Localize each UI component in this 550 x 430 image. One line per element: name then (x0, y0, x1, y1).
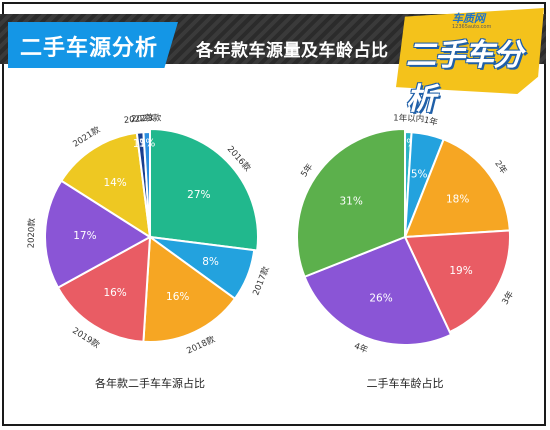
pie-pct-label-vehicle-age-5: 31% (339, 195, 362, 207)
pie-category-label-vehicle-age-1: 1年 (423, 114, 439, 128)
pie-pct-label-model-year-0: 27% (187, 189, 210, 201)
pie-slice-model-year-4 (44, 179, 152, 289)
pie-pct-label-model-year-1: 8% (202, 256, 219, 268)
pie-pct-label-vehicle-age-4: 26% (369, 293, 392, 305)
pie-pct-label-model-year-2: 16% (166, 291, 189, 303)
pie-slice-vehicle-age-4 (303, 235, 453, 346)
pie-pct-label-model-year-3: 16% (103, 287, 126, 299)
pie-slice-model-year-0 (149, 127, 259, 252)
pie-category-label-model-year-1: 2017款 (250, 264, 272, 297)
pie-pct-label-model-year-4: 17% (73, 230, 96, 242)
pie-category-label-model-year-4: 2020款 (26, 218, 38, 249)
pie-category-label-model-year-6: 2022款 (123, 112, 155, 126)
logo-text: 二手车分析 (406, 38, 523, 117)
pie-category-label-vehicle-age-5: 5年 (299, 161, 316, 179)
pie-slice-vehicle-age-3 (403, 229, 511, 334)
page-title: 二手车源分析 (20, 36, 159, 61)
page-subtitle: 各年款车源量及车龄占比 (196, 41, 389, 61)
pie-chart-model-year: 27%2016款8%2017款16%2018款16%2019款17%2020款1… (26, 112, 272, 356)
pie-category-label-vehicle-age-0: 1年以内 (393, 113, 424, 125)
pie-category-label-model-year-3: 2019款 (70, 325, 102, 351)
header-title-panel (8, 22, 178, 68)
logo-url: 12365auto.com (452, 24, 492, 30)
pie-pct-label-model-year-7: 1% (139, 138, 156, 150)
pie-category-label-vehicle-age-2: 2年 (492, 158, 509, 176)
pie-pct-label-vehicle-age-3: 19% (449, 265, 472, 277)
pie-slice-model-year-2 (142, 235, 237, 343)
pie-pct-label-vehicle-age-1: 5% (411, 168, 428, 180)
chart-title-vehicle-age: 二手车车龄占比 (367, 376, 444, 390)
pie-category-label-model-year-7: 2023款 (131, 113, 162, 125)
pie-pct-label-vehicle-age-2: 18% (446, 194, 469, 206)
pie-category-label-vehicle-age-3: 3年 (500, 289, 517, 307)
logo-site-name: 车质网 (452, 12, 485, 25)
pie-slice-model-year-7 (142, 130, 151, 238)
pie-category-label-vehicle-age-4: 4年 (353, 340, 370, 356)
pie-slice-vehicle-age-5 (296, 127, 406, 279)
pie-slice-vehicle-age-2 (403, 138, 511, 239)
logo-badge (396, 8, 544, 94)
pie-slice-model-year-5 (59, 131, 152, 239)
pie-category-label-model-year-2: 2018款 (185, 334, 217, 357)
pie-pct-label-model-year-5: 14% (103, 177, 126, 189)
pie-slice-model-year-3 (56, 235, 152, 343)
chart-title-model-year: 各年款二手车车源占比 (95, 376, 205, 390)
